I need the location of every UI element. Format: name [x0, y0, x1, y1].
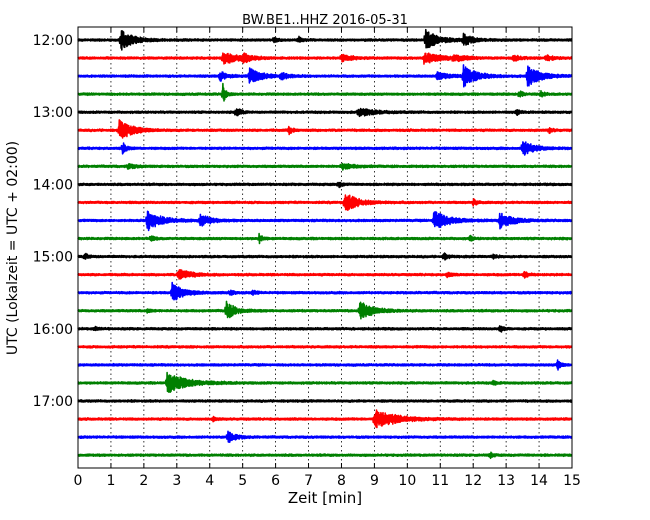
x-tick-label: 8 — [337, 473, 346, 489]
x-axis-label: Zeit [min] — [288, 489, 362, 507]
trace-1615 — [77, 344, 573, 349]
plot-border — [77, 26, 573, 469]
trace-1715 — [77, 409, 573, 429]
trace-1215 — [77, 52, 573, 65]
trace-1600 — [77, 325, 573, 333]
x-tick-label: 1 — [106, 473, 115, 489]
x-tick-label: 13 — [497, 473, 515, 489]
trace-1415 — [77, 194, 573, 211]
trace-1730 — [77, 430, 573, 443]
trace-1700 — [77, 399, 573, 403]
trace-1230 — [77, 64, 573, 88]
x-tick-label: 5 — [238, 473, 247, 489]
x-tick-label: 12 — [464, 473, 482, 489]
y-tick-label: 17:00 — [33, 394, 73, 410]
trace-1430 — [77, 210, 573, 232]
trace-1300 — [77, 107, 573, 118]
trace-1445 — [77, 232, 573, 245]
x-tick-label: 11 — [431, 473, 449, 489]
trace-1745 — [77, 451, 573, 460]
trace-1530 — [77, 281, 573, 301]
grid-lines — [110, 27, 540, 468]
x-tick-label: 9 — [370, 473, 379, 489]
plot-frame — [77, 26, 573, 469]
trace-1345 — [77, 162, 573, 171]
trace-1330 — [77, 141, 573, 156]
trace-1630 — [77, 359, 573, 371]
y-tick-label: 14:00 — [33, 177, 73, 193]
trace-1200 — [77, 28, 573, 51]
x-tick-label: 10 — [398, 473, 416, 489]
y-tick-label: 13:00 — [33, 105, 73, 121]
x-tick-label: 14 — [530, 473, 548, 489]
y-tick-label: 12:00 — [33, 33, 73, 49]
trace-1315 — [77, 119, 573, 139]
x-tick-label: 3 — [172, 473, 181, 489]
y-axis-label: UTC (Lokalzeit = UTC + 02:00) — [5, 141, 21, 355]
trace-1245 — [77, 82, 573, 102]
x-tick-label: 15 — [563, 473, 581, 489]
y-tick-label: 16:00 — [33, 322, 73, 338]
tick-group: 0 1 2 3 4 5 6 7 8 9 10 11 12 13 14 1512:0013:0014:0015:… — [33, 27, 581, 489]
x-tick-label: 6 — [271, 473, 280, 489]
x-tick-label: 2 — [139, 473, 148, 489]
x-tick-label: 7 — [304, 473, 313, 489]
x-tick-label: 4 — [205, 473, 214, 489]
trace-1645 — [77, 371, 573, 393]
trace-1400 — [77, 181, 573, 189]
chart-title: BW.BE1..HHZ 2016-05-31 — [242, 13, 408, 28]
y-tick-label: 15:00 — [33, 250, 73, 266]
trace-group — [77, 28, 573, 460]
trace-1515 — [77, 269, 573, 280]
trace-1500 — [77, 252, 573, 261]
trace-1545 — [77, 300, 573, 320]
x-tick-label: 0 — [74, 473, 83, 489]
